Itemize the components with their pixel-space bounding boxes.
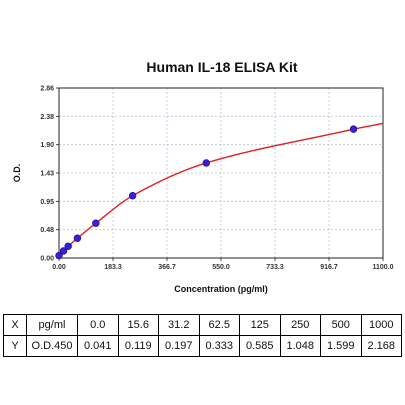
- y-tick-label: 0.95: [40, 199, 54, 206]
- data-point: [202, 159, 210, 167]
- x-axis-title: Concentration (pg/ml): [174, 284, 268, 294]
- table-cell: 0.585: [239, 335, 281, 357]
- fit-curve: [58, 122, 384, 257]
- table-cell: 250: [279, 314, 321, 336]
- table-cell: 1.048: [279, 335, 321, 357]
- table-cell: 0.041: [77, 335, 119, 357]
- table-cell: 2.168: [360, 335, 402, 357]
- table-cell: 0.333: [198, 335, 240, 357]
- table-cell: 500: [320, 314, 362, 336]
- y-axis-ticks: 0.00 0.48 0.95 1.43 1.90 2.38 2.86: [40, 86, 59, 263]
- data-point: [92, 219, 100, 227]
- table-cell: 15.6: [117, 314, 159, 336]
- table-cell: 0.197: [158, 335, 200, 357]
- y-tick-label: 2.86: [40, 86, 54, 93]
- table-cell: Y: [3, 335, 27, 357]
- data-point: [349, 125, 358, 133]
- chart-title: Human IL-18 ELISA Kit: [146, 59, 298, 75]
- y-tick-label: 1.43: [40, 171, 54, 178]
- x-tick-label: 0.00: [52, 264, 66, 271]
- table-cell: 125: [239, 314, 281, 336]
- table-row: Y O.D.450 0.041 0.119 0.197 0.333 0.585 1.048 1.…: [3, 335, 402, 357]
- elisa-chart: Human IL-18 ELISA Kit 0.00 0.48 0.95 1.43 1.…: [12, 59, 394, 294]
- x-tick-label: 183.3: [104, 264, 122, 271]
- table-cell: pg/ml: [26, 314, 78, 336]
- data-point: [73, 234, 82, 242]
- x-tick-label: 550.0: [212, 264, 230, 271]
- table-cell: X: [3, 314, 27, 336]
- data-point: [64, 242, 72, 250]
- y-tick-label: 0.00: [40, 256, 54, 263]
- data-point: [55, 251, 63, 260]
- y-tick-label: 2.38: [40, 114, 54, 121]
- x-tick-label: 733.3: [266, 264, 284, 271]
- x-tick-label: 1100.0: [372, 264, 393, 271]
- y-tick-label: 1.90: [40, 142, 54, 149]
- y-axis-title: O.D.: [12, 164, 22, 183]
- data-points: [55, 125, 358, 260]
- table-cell: 31.2: [158, 314, 200, 336]
- grid-lines: [59, 88, 383, 258]
- x-axis-ticks: 0.00 183.3 366.7 550.0 733.3 916.7 1100.0: [52, 258, 394, 271]
- y-tick-label: 0.48: [40, 227, 54, 234]
- table-cell: O.D.450: [26, 335, 78, 357]
- x-tick-label: 916.7: [320, 264, 338, 271]
- x-tick-label: 366.7: [158, 264, 176, 271]
- table-cell: 0.0: [77, 314, 119, 336]
- table-cell: 62.5: [198, 314, 240, 336]
- data-point: [128, 192, 137, 200]
- data-point: [59, 247, 68, 255]
- table-cell: 1.599: [320, 335, 362, 357]
- table-cell: 0.119: [117, 335, 159, 357]
- table-cell: 1000: [360, 314, 402, 336]
